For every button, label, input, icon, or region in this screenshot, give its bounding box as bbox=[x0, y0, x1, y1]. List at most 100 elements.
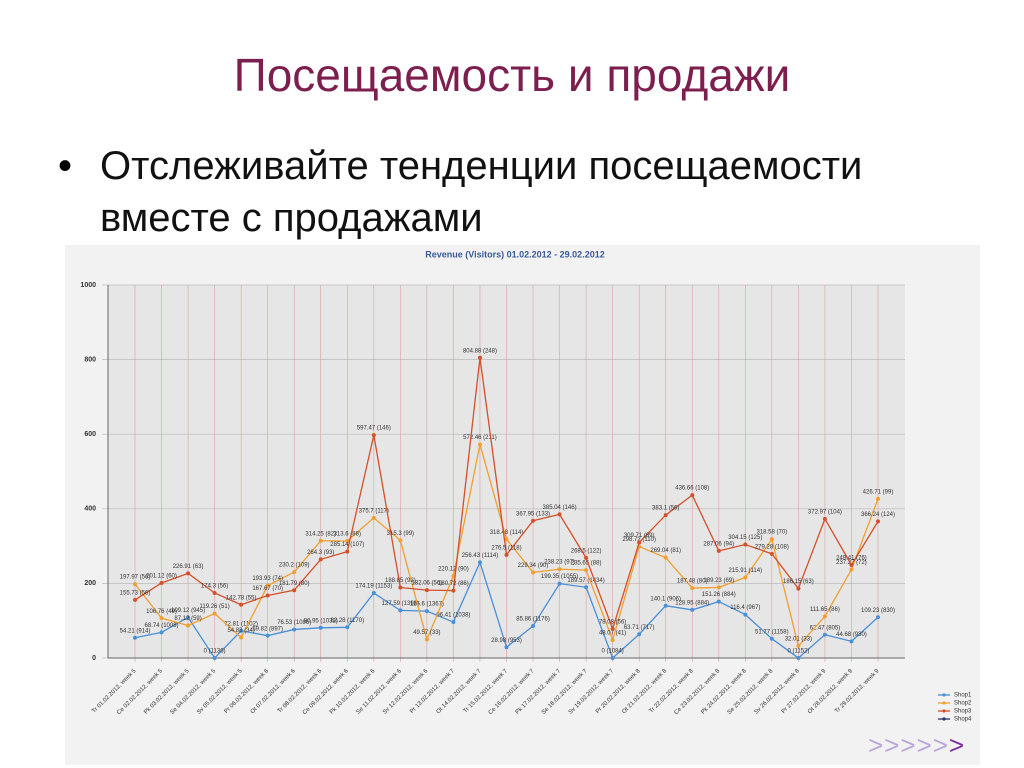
data-label: 189.23 (69) bbox=[703, 578, 734, 584]
data-point bbox=[531, 518, 536, 523]
data-point bbox=[424, 609, 429, 614]
data-point bbox=[186, 615, 191, 620]
y-tick-label: 1000 bbox=[80, 282, 96, 289]
data-label: 51.77 (1158) bbox=[755, 629, 789, 635]
data-point bbox=[716, 548, 721, 553]
data-label: 28.98 (953) bbox=[491, 638, 522, 644]
data-point bbox=[318, 625, 323, 630]
data-label: 375.7 (117) bbox=[359, 508, 389, 514]
data-point bbox=[318, 538, 323, 543]
data-label: 109.23 (830) bbox=[861, 608, 895, 614]
data-label: 182.06 (56) bbox=[412, 581, 443, 587]
data-point bbox=[796, 656, 801, 660]
data-label: 279.28 (108) bbox=[755, 544, 789, 550]
data-point bbox=[504, 645, 509, 650]
data-point bbox=[133, 635, 137, 640]
data-point bbox=[239, 635, 244, 640]
data-point bbox=[716, 599, 721, 604]
data-point bbox=[849, 639, 854, 644]
data-point bbox=[239, 602, 244, 607]
data-label: 298.72 (110) bbox=[622, 537, 656, 543]
legend-label: Shop3 bbox=[954, 709, 972, 715]
legend-label: Shop4 bbox=[954, 717, 972, 723]
data-label: 155.73 (56) bbox=[120, 590, 151, 596]
data-label: 0 (1152) bbox=[787, 649, 809, 655]
data-label: 201.12 (60) bbox=[146, 574, 177, 580]
legend-marker bbox=[942, 717, 946, 721]
data-label: 372.97 (104) bbox=[808, 509, 842, 515]
data-label: 230.2 (109) bbox=[279, 563, 310, 569]
data-point bbox=[796, 586, 801, 591]
data-point bbox=[637, 632, 642, 637]
data-point bbox=[504, 552, 509, 557]
data-label: 189.57 (1434) bbox=[567, 578, 604, 584]
data-point bbox=[477, 442, 482, 447]
data-point bbox=[849, 567, 854, 572]
data-label: 85.86 (1176) bbox=[516, 617, 550, 623]
data-label: 264.3 (93) bbox=[307, 550, 334, 556]
data-label: 0 (1136) bbox=[204, 649, 226, 655]
data-point bbox=[371, 433, 376, 438]
data-point bbox=[265, 593, 270, 598]
legend-label: Shop1 bbox=[954, 693, 972, 699]
data-point bbox=[690, 493, 695, 498]
data-point bbox=[610, 656, 615, 660]
data-label: 572.46 (211) bbox=[463, 435, 497, 441]
data-point bbox=[822, 614, 827, 619]
data-label: 226.91 (63) bbox=[173, 564, 204, 570]
data-label: 269.04 (81) bbox=[650, 548, 681, 554]
data-label: 268.5 (122) bbox=[571, 548, 602, 554]
data-point bbox=[743, 612, 748, 617]
data-label: 54.21 (914) bbox=[120, 628, 151, 634]
data-point bbox=[398, 585, 403, 590]
y-tick-label: 800 bbox=[84, 356, 96, 363]
data-label: 127.59 (1398) bbox=[382, 601, 419, 607]
data-point bbox=[345, 625, 350, 630]
data-point bbox=[212, 590, 217, 595]
data-point bbox=[159, 580, 164, 585]
data-point bbox=[769, 537, 774, 542]
data-point bbox=[424, 637, 429, 642]
data-label: 111.65 (86) bbox=[810, 607, 840, 613]
data-point bbox=[769, 636, 774, 641]
data-label: 167.67 (70) bbox=[252, 586, 283, 592]
legend-marker bbox=[942, 709, 946, 713]
data-point bbox=[159, 616, 164, 621]
data-point bbox=[663, 513, 668, 518]
data-point bbox=[186, 571, 191, 576]
data-label: 62.47 (805) bbox=[810, 625, 841, 631]
data-label: 315.3 (99) bbox=[387, 531, 414, 537]
data-point bbox=[716, 585, 721, 590]
data-point bbox=[584, 585, 589, 590]
data-label: 128.95 (884) bbox=[675, 600, 709, 606]
data-point bbox=[557, 512, 562, 517]
data-point bbox=[531, 623, 536, 628]
data-label: 174.3 (56) bbox=[201, 584, 228, 590]
data-label: 426.71 (99) bbox=[863, 489, 894, 495]
data-label: 238.23 (97) bbox=[544, 560, 575, 566]
nav-arrow-last: > bbox=[948, 730, 966, 760]
data-point bbox=[769, 551, 774, 556]
data-point bbox=[477, 355, 482, 360]
legend-label: Shop2 bbox=[954, 701, 972, 707]
data-label: 256.43 (1114) bbox=[462, 553, 498, 559]
data-point bbox=[690, 607, 695, 612]
data-point bbox=[663, 603, 668, 608]
data-point bbox=[504, 537, 509, 542]
data-label: 197.97 (56) bbox=[120, 575, 151, 581]
data-label: 276.5 (118) bbox=[491, 545, 521, 551]
data-label: 59.82 (897) bbox=[252, 626, 283, 632]
bullet-text: Отслеживайте тенденции посещаемости вмес… bbox=[100, 144, 863, 240]
data-label: 309.71 (89) bbox=[624, 533, 655, 539]
data-point bbox=[371, 515, 376, 520]
data-point bbox=[849, 562, 854, 567]
data-label: 188.85 (92) bbox=[385, 578, 416, 584]
y-tick-label: 600 bbox=[84, 431, 96, 438]
data-label: 49.57 (33) bbox=[413, 630, 440, 636]
data-point bbox=[398, 538, 403, 543]
data-point bbox=[159, 630, 164, 635]
data-point bbox=[663, 555, 668, 560]
data-label: 597.47 (146) bbox=[357, 426, 391, 432]
nav-arrows[interactable]: >>>>>> bbox=[868, 730, 965, 761]
data-point bbox=[212, 611, 217, 616]
